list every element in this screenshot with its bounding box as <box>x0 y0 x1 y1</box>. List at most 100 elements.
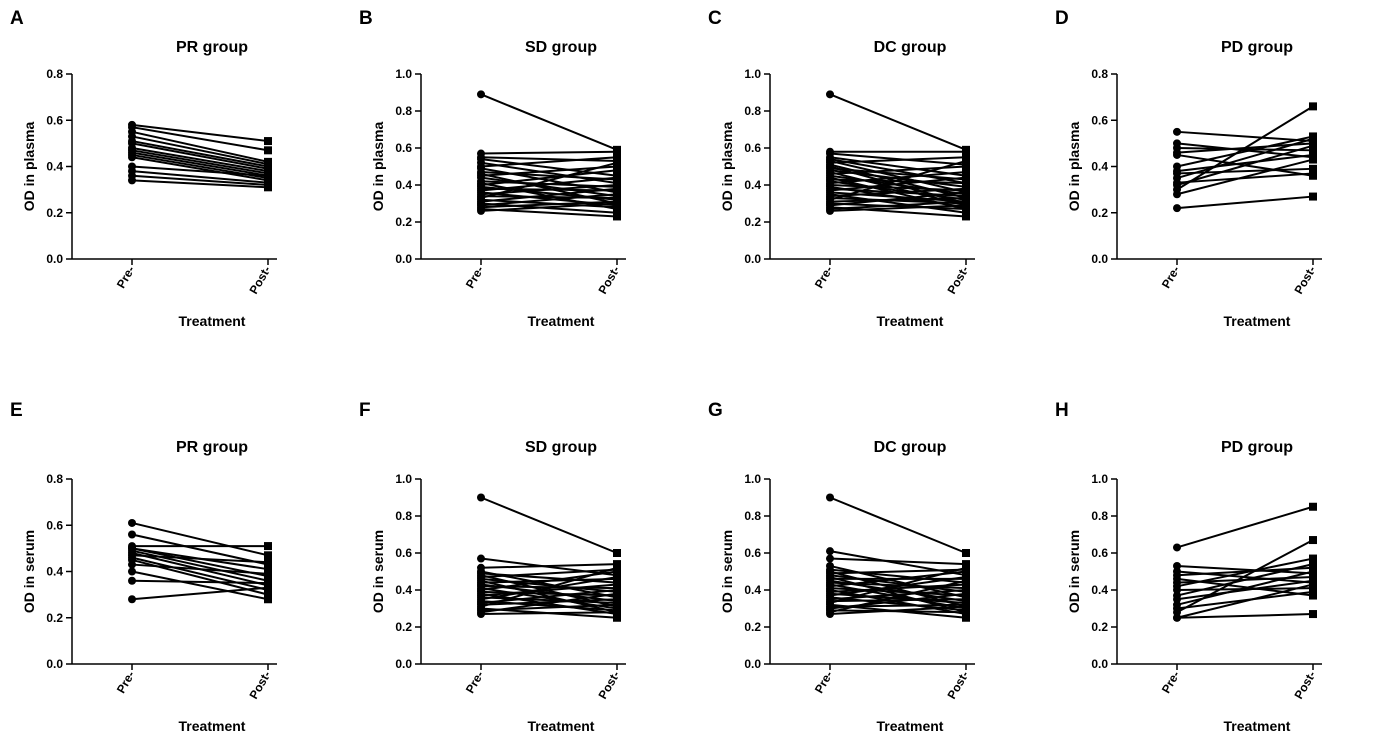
x-tick-label-pre: Pre- <box>812 668 836 695</box>
post-point <box>1309 610 1317 619</box>
pair-line <box>1176 144 1314 186</box>
y-tick-label: 0.2 <box>395 620 412 634</box>
post-point <box>1309 102 1317 111</box>
post-point <box>1309 580 1317 589</box>
pair-line <box>480 592 618 614</box>
y-tick-label: 0.8 <box>46 67 63 81</box>
post-point <box>613 184 621 193</box>
y-tick-label: 0.0 <box>744 657 761 671</box>
x-axis-label: Treatment <box>877 313 944 329</box>
pair-line <box>1176 137 1314 180</box>
pre-point <box>477 610 485 619</box>
y-tick-label: 0.4 <box>1091 160 1108 174</box>
post-point <box>962 162 970 171</box>
post-point <box>613 589 621 598</box>
post-point <box>1309 560 1317 569</box>
pair-line <box>1176 195 1314 210</box>
pair-line <box>829 156 967 164</box>
x-tick-label-pre: Pre- <box>114 263 138 290</box>
pair-line <box>480 195 618 199</box>
post-point <box>264 137 272 146</box>
post-point <box>962 602 970 611</box>
pair-line <box>131 135 269 166</box>
post-point <box>613 190 621 199</box>
y-tick-label: 0.6 <box>744 141 761 155</box>
x-tick-label-post: Post- <box>595 668 622 701</box>
y-tick-label: 1.0 <box>1091 472 1108 486</box>
post-point <box>962 212 970 221</box>
pair-line <box>480 596 618 604</box>
pair-line <box>1176 579 1314 601</box>
y-axis-label: OD in plasma <box>719 122 735 212</box>
y-tick-label: 1.0 <box>395 67 412 81</box>
pair-line <box>829 204 967 212</box>
pair-line <box>480 583 618 597</box>
pair-line <box>829 167 967 181</box>
y-tick-label: 0.8 <box>395 104 412 118</box>
pair-line <box>1176 158 1314 196</box>
pre-point <box>128 560 136 569</box>
pair-line <box>131 556 269 591</box>
pair-line <box>1176 564 1314 575</box>
y-tick-label: 0.4 <box>46 565 63 579</box>
post-point <box>613 173 621 182</box>
pair-line <box>829 587 967 597</box>
y-tick-label: 0.4 <box>744 583 761 597</box>
x-axis-label: Treatment <box>179 313 246 329</box>
post-point <box>1309 164 1317 173</box>
pair-line <box>1176 153 1314 173</box>
x-tick-label-post: Post- <box>944 263 971 296</box>
pre-point <box>1173 608 1181 617</box>
x-axis-label: Treatment <box>877 718 944 734</box>
y-tick-label: 0.0 <box>395 657 412 671</box>
pair-line <box>480 566 618 608</box>
pre-point <box>477 554 485 563</box>
x-tick-label-post: Post- <box>246 668 273 701</box>
x-tick-label-post: Post- <box>246 263 273 296</box>
panel-letter: F <box>359 400 371 421</box>
post-point <box>962 188 970 197</box>
pair-line <box>1176 105 1314 191</box>
pre-point <box>477 90 485 99</box>
pair-line <box>131 149 269 175</box>
pair-line <box>1176 135 1314 168</box>
chart-title: SD group <box>525 39 597 56</box>
chart-title: PD group <box>1221 39 1293 56</box>
pair-line <box>480 156 618 162</box>
post-point <box>613 600 621 609</box>
x-tick-label-post: Post- <box>1291 668 1318 701</box>
y-tick-label: 0.6 <box>1091 113 1108 127</box>
post-point <box>264 146 272 155</box>
x-tick-label-post: Post- <box>944 668 971 701</box>
y-tick-label: 0.0 <box>744 252 761 266</box>
pair-line <box>480 202 618 212</box>
post-point <box>613 549 621 557</box>
y-tick-label: 0.0 <box>395 252 412 266</box>
y-tick-label: 0.2 <box>744 215 761 229</box>
post-point <box>264 595 272 604</box>
panel-a: A PR group 0.0 0.2 0.4 0.6 0.8 Pre- Post- Treatme… <box>10 8 277 329</box>
chart-title: PR group <box>176 39 248 56</box>
pair-line <box>829 191 967 207</box>
pair-line <box>829 156 967 177</box>
post-point <box>613 166 621 175</box>
y-axis-label: OD in plasma <box>370 122 386 212</box>
y-tick-label: 0.2 <box>46 206 63 220</box>
pair-line <box>480 187 618 203</box>
pair-line <box>829 93 967 151</box>
post-point <box>962 563 970 572</box>
y-tick-label: 0.6 <box>395 546 412 560</box>
pair-line <box>1176 172 1314 184</box>
y-tick-label: 0.2 <box>744 620 761 634</box>
pre-point <box>1173 190 1181 199</box>
panel-letter: G <box>708 400 723 421</box>
post-point <box>962 576 970 585</box>
chart-title: PD group <box>1221 439 1293 456</box>
post-point <box>264 551 272 560</box>
post-point <box>962 173 970 182</box>
pre-point <box>1173 150 1181 159</box>
post-point <box>962 168 970 177</box>
post-point <box>264 542 272 551</box>
pre-point <box>826 554 834 563</box>
pre-point <box>1173 127 1181 136</box>
